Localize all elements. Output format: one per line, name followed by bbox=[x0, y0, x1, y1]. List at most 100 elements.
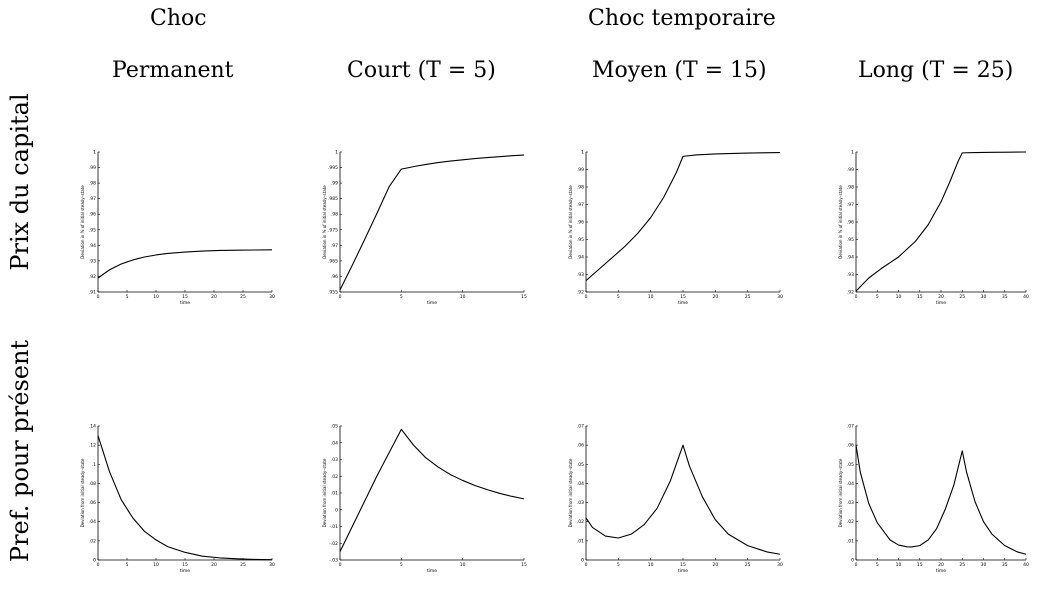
y-tick-label: 1 bbox=[851, 150, 854, 156]
chart-pref-long: 0 5 10 15 20 25 30 35 40 0 .01 .02 .03 .04 .05 .06 .07 ti… bbox=[838, 424, 1029, 575]
y-tick-label: .97 bbox=[847, 202, 854, 208]
x-tick-label: 5 bbox=[400, 294, 403, 300]
y-tick-label: .05 bbox=[847, 462, 854, 468]
y-tick-label: .07 bbox=[577, 424, 584, 430]
y-tick-label: 0 bbox=[581, 558, 584, 564]
series-line bbox=[339, 154, 525, 291]
y-tick-label: .98 bbox=[89, 181, 96, 187]
y-tick-label: 0 bbox=[93, 558, 96, 564]
x-tick-label: 40 bbox=[1023, 562, 1029, 568]
x-tick-label: 30 bbox=[981, 294, 987, 300]
y-tick-label: .02 bbox=[577, 519, 584, 525]
y-tick-label: .06 bbox=[577, 443, 584, 449]
y-tick-label: .03 bbox=[331, 457, 338, 463]
chart-prix-long: 0 5 10 15 20 25 30 35 40 .92 .93 .94 .95 .96 .97 .98 .99… bbox=[838, 150, 1029, 307]
x-tick-label: 20 bbox=[938, 562, 944, 568]
x-tick-label: 0 bbox=[855, 294, 858, 300]
x-tick-label: 10 bbox=[153, 294, 159, 300]
series-line bbox=[97, 435, 273, 561]
y-tick-label: .96 bbox=[847, 220, 854, 226]
y-tick-label: .93 bbox=[847, 272, 854, 278]
x-tick-label: 20 bbox=[211, 294, 217, 300]
y-tick-label: .98 bbox=[331, 212, 338, 218]
y-tick-label: .99 bbox=[331, 181, 338, 187]
x-tick-label: 15 bbox=[917, 562, 923, 568]
y-tick-label: .04 bbox=[577, 481, 584, 487]
chart-pref-permanent: 0 5 10 15 20 25 30 0 .02 .04 .06 .08 .1 .12 .14 time Dev… bbox=[80, 424, 275, 575]
y-tick-label: .985 bbox=[328, 196, 338, 202]
y-tick-label: .03 bbox=[847, 500, 854, 506]
y-tick-label: 0 bbox=[851, 558, 854, 564]
y-tick-label: .965 bbox=[328, 258, 338, 264]
x-tick-label: 15 bbox=[521, 562, 527, 568]
x-axis-label: time bbox=[180, 300, 190, 306]
series-line bbox=[97, 249, 273, 279]
y-tick-label: .975 bbox=[328, 227, 338, 233]
x-tick-label: 15 bbox=[182, 562, 188, 568]
y-tick-label: .955 bbox=[328, 290, 338, 296]
x-tick-label: 10 bbox=[460, 562, 466, 568]
x-tick-label: 15 bbox=[182, 294, 188, 300]
y-tick-label: .96 bbox=[331, 274, 338, 280]
x-tick-label: 0 bbox=[339, 294, 342, 300]
y-tick-label: .01 bbox=[847, 538, 854, 544]
x-tick-label: 40 bbox=[1023, 294, 1029, 300]
y-tick-label: .06 bbox=[847, 443, 854, 449]
y-tick-label: .07 bbox=[847, 424, 854, 430]
x-tick-label: 35 bbox=[1002, 562, 1008, 568]
y-tick-label: .02 bbox=[331, 474, 338, 480]
x-tick-label: 30 bbox=[269, 562, 275, 568]
y-axis-label: Deviation from initial steady–state bbox=[838, 458, 843, 527]
x-tick-label: 25 bbox=[240, 562, 246, 568]
x-tick-label: 30 bbox=[981, 562, 987, 568]
y-tick-label: .06 bbox=[89, 500, 96, 506]
y-tick-label: .93 bbox=[89, 258, 96, 264]
series-line bbox=[855, 151, 1027, 292]
y-tick-label: 1 bbox=[335, 150, 338, 156]
y-tick-label: .14 bbox=[89, 424, 96, 430]
y-tick-label: .99 bbox=[89, 165, 96, 171]
header-choc: Choc bbox=[150, 6, 207, 31]
x-tick-label: 10 bbox=[648, 562, 654, 568]
x-tick-label: 20 bbox=[938, 294, 944, 300]
x-tick-label: 20 bbox=[712, 562, 718, 568]
y-tick-label: .99 bbox=[847, 167, 854, 173]
x-tick-label: 5 bbox=[876, 294, 879, 300]
y-tick-label: .92 bbox=[89, 274, 96, 280]
y-tick-label: .01 bbox=[331, 491, 338, 497]
row-label-prix-du-capital: Prix du capital bbox=[6, 93, 34, 271]
x-tick-label: 25 bbox=[745, 294, 751, 300]
y-axis-label: Deviation in % of initial steady–state bbox=[80, 185, 85, 259]
x-tick-label: 35 bbox=[1002, 294, 1008, 300]
chart-prix-moyen: 0 5 10 15 20 25 30 .92 .93 .94 .95 .96 .97 .98 .99 1 tim… bbox=[568, 150, 783, 307]
x-tick-label: 20 bbox=[712, 294, 718, 300]
y-tick-label: .94 bbox=[847, 255, 854, 261]
x-tick-label: 10 bbox=[896, 294, 902, 300]
y-axis-label: Deviation from initial steady–state bbox=[80, 458, 85, 527]
x-axis-label: time bbox=[427, 300, 437, 306]
x-tick-label: 0 bbox=[585, 562, 588, 568]
x-tick-label: 30 bbox=[269, 294, 275, 300]
x-tick-label: 5 bbox=[126, 562, 129, 568]
x-tick-label: 25 bbox=[240, 294, 246, 300]
column-header-moyen: Moyen (T = 15) bbox=[592, 58, 767, 83]
column-header-long: Long (T = 25) bbox=[858, 58, 1014, 83]
x-axis-label: time bbox=[180, 568, 190, 574]
x-tick-label: 5 bbox=[126, 294, 129, 300]
x-tick-label: 20 bbox=[211, 562, 217, 568]
x-tick-label: 0 bbox=[97, 294, 100, 300]
y-tick-label: .04 bbox=[847, 481, 854, 487]
y-tick-label: .12 bbox=[89, 443, 96, 449]
y-tick-label: .04 bbox=[331, 440, 338, 446]
series-line bbox=[585, 444, 781, 555]
y-tick-label: .02 bbox=[89, 538, 96, 544]
x-tick-label: 15 bbox=[917, 294, 923, 300]
y-tick-label: .95 bbox=[89, 227, 96, 233]
x-tick-label: 5 bbox=[617, 562, 620, 568]
y-tick-label: -.03 bbox=[329, 558, 338, 564]
x-tick-label: 15 bbox=[680, 294, 686, 300]
y-tick-label: .92 bbox=[847, 290, 854, 296]
y-tick-label: .01 bbox=[577, 538, 584, 544]
y-tick-label: .97 bbox=[331, 243, 338, 249]
column-header-court: Court (T = 5) bbox=[347, 58, 496, 83]
